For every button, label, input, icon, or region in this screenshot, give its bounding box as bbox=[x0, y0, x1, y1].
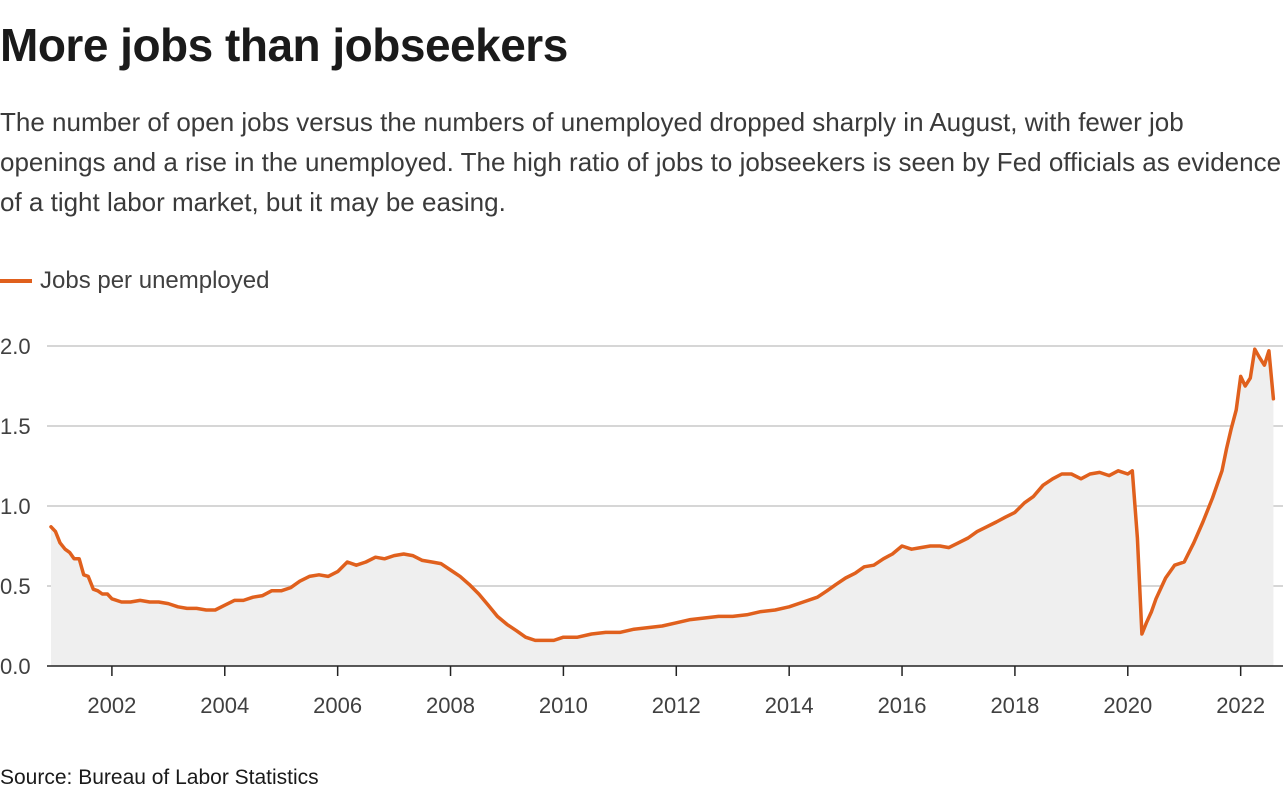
x-tick-label: 2018 bbox=[990, 693, 1039, 718]
line-chart: 0.0 0.5 1.0 1.5 2.0 2002 2004 2006 2008 2010 2012 2… bbox=[0, 334, 1283, 718]
x-tick-label: 2016 bbox=[878, 693, 927, 718]
y-tick-label: 0.0 bbox=[0, 654, 31, 679]
chart-subtitle: The number of open jobs versus the numbe… bbox=[0, 107, 1282, 217]
x-tick-label: 2014 bbox=[765, 693, 814, 718]
x-tick-label: 2006 bbox=[313, 693, 362, 718]
y-tick-label: 0.5 bbox=[0, 574, 31, 599]
x-tick-label: 2012 bbox=[652, 693, 701, 718]
series-line bbox=[49, 347, 1276, 643]
legend: Jobs per unemployed bbox=[0, 264, 269, 298]
legend-label: Jobs per unemployed bbox=[40, 267, 270, 294]
x-tick-label: 2010 bbox=[539, 693, 588, 718]
source-note: Source: Bureau of Labor Statistics bbox=[0, 766, 319, 789]
y-tick-label: 2.0 bbox=[0, 334, 31, 359]
x-tick-label: 2002 bbox=[87, 693, 136, 718]
x-axis bbox=[47, 665, 1283, 676]
y-tick-label: 1.0 bbox=[0, 494, 31, 519]
legend-swatch-line bbox=[0, 279, 32, 283]
y-tick-label: 1.5 bbox=[0, 414, 31, 439]
x-tick-label: 2008 bbox=[426, 693, 475, 718]
chart-title: More jobs than jobseekers bbox=[0, 19, 568, 71]
series-area bbox=[51, 349, 1274, 666]
axis-labels: 0.0 0.5 1.0 1.5 2.0 2002 2004 2006 2008 2010 2012 2… bbox=[0, 334, 1265, 718]
x-tick-label: 2022 bbox=[1216, 693, 1265, 718]
x-tick-label: 2004 bbox=[200, 693, 249, 718]
x-tick-label: 2020 bbox=[1103, 693, 1152, 718]
